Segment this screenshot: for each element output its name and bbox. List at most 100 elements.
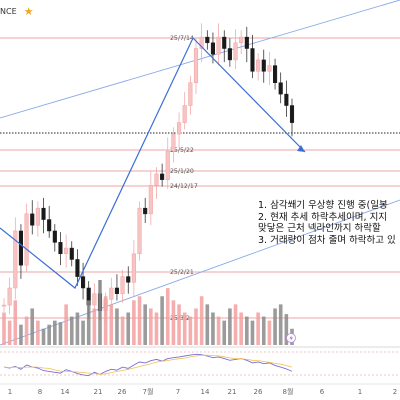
volume-bar bbox=[205, 304, 210, 345]
candle-body bbox=[69, 247, 74, 260]
candle-body bbox=[188, 82, 193, 106]
volume-bar bbox=[256, 312, 260, 345]
candle-body bbox=[256, 59, 261, 72]
volume-bar bbox=[47, 324, 51, 345]
volume-bar bbox=[261, 316, 266, 345]
volume-bar bbox=[216, 316, 221, 345]
candle-body bbox=[205, 36, 210, 44]
x-tick-label: 6 bbox=[320, 388, 325, 396]
candle-body bbox=[222, 36, 227, 49]
level-label: 25/7/14 bbox=[170, 35, 194, 42]
volume-bar bbox=[75, 312, 80, 345]
volume-bar bbox=[171, 300, 176, 345]
candle-body bbox=[182, 105, 187, 123]
candle-body bbox=[81, 276, 86, 289]
volume-bar bbox=[273, 308, 277, 345]
x-tick-label: 8월 bbox=[283, 387, 294, 396]
volume-bar bbox=[115, 308, 119, 345]
volume-bar bbox=[177, 304, 181, 345]
volume-bar bbox=[132, 300, 136, 345]
volume-bars bbox=[2, 280, 294, 345]
volume-bar bbox=[41, 328, 46, 345]
annotation-line-3: 맞닿은 근처 넥라인까지 하락할 bbox=[258, 223, 381, 234]
candle-body bbox=[284, 93, 289, 106]
candle-body bbox=[58, 242, 63, 255]
volume-bar bbox=[64, 304, 68, 345]
volume-bar bbox=[103, 296, 108, 345]
rsi-average-line bbox=[3, 354, 293, 375]
volume-bar bbox=[222, 320, 227, 345]
volume-bar bbox=[188, 316, 193, 345]
volume-bar bbox=[86, 300, 91, 345]
level-label: 24/12/17 bbox=[170, 183, 198, 190]
candle-body bbox=[261, 59, 266, 72]
volume-bar bbox=[109, 304, 114, 345]
volume-bar bbox=[58, 322, 63, 345]
volume-bar bbox=[137, 296, 142, 345]
volume-bar bbox=[182, 312, 187, 345]
candle-body bbox=[114, 287, 119, 294]
candle-body bbox=[273, 65, 278, 83]
annotation-line-2: 2. 현재 추세 하락추세이며, 지지 bbox=[258, 211, 388, 223]
x-tick-label: 21 bbox=[228, 388, 237, 396]
candle-body bbox=[177, 122, 182, 135]
x-tick-label: 1 bbox=[358, 388, 362, 396]
volume-bar bbox=[239, 312, 243, 345]
candle-body bbox=[143, 207, 148, 215]
candle-body bbox=[171, 133, 176, 152]
volume-bar bbox=[69, 316, 74, 345]
volume-bar bbox=[143, 304, 147, 345]
support-resistance-lines: 25/7/1425/5/2225/1/2024/12/1725/2/2125/3… bbox=[0, 35, 400, 322]
volume-bar bbox=[7, 320, 12, 345]
trendlines bbox=[0, 36, 306, 289]
channel-lines bbox=[0, 0, 400, 346]
rsi-panel bbox=[0, 333, 400, 377]
rsi-line bbox=[3, 353, 293, 377]
x-tick-label: 26 bbox=[118, 388, 127, 396]
x-tick-label: 14 bbox=[61, 388, 70, 396]
candle-body bbox=[165, 150, 170, 180]
candle-body bbox=[199, 36, 204, 49]
star-icon[interactable]: ★ bbox=[23, 4, 34, 18]
volume-bar bbox=[278, 304, 283, 345]
x-axis: 1 8 14 21 26 7월 7 14 21 26 8월 6 1 2 bbox=[0, 383, 400, 396]
volume-bar bbox=[211, 312, 215, 345]
volume-bar bbox=[245, 316, 249, 345]
x-tick-label: 7 bbox=[176, 388, 180, 396]
volume-bar bbox=[194, 308, 198, 345]
volume-bar bbox=[160, 296, 164, 345]
x-tick-label: 7월 bbox=[143, 387, 154, 396]
arrow-head bbox=[297, 145, 305, 152]
level-label: 25/5/22 bbox=[170, 147, 194, 154]
x-tick-label: 8 bbox=[38, 388, 42, 396]
candle-body bbox=[126, 276, 131, 283]
candle-body bbox=[154, 173, 159, 186]
level-label: 25/1/20 bbox=[170, 168, 194, 175]
candle-body bbox=[239, 36, 244, 44]
volume-bar bbox=[36, 320, 40, 345]
volume-bar bbox=[250, 320, 255, 345]
volume-bar bbox=[154, 312, 159, 345]
candle-body bbox=[267, 65, 272, 72]
x-tick-label: 26 bbox=[254, 388, 263, 396]
volume-bar bbox=[53, 320, 57, 345]
volume-bar bbox=[267, 320, 272, 345]
candle-body bbox=[278, 82, 283, 95]
swing-trendline bbox=[0, 36, 306, 289]
candle-body bbox=[289, 105, 295, 123]
candle-body bbox=[13, 230, 18, 289]
volume-bar bbox=[98, 280, 102, 345]
candle-body bbox=[148, 185, 153, 215]
volume-bar bbox=[92, 308, 97, 345]
x-tick-label: 1 bbox=[8, 388, 12, 396]
candle-body bbox=[250, 48, 255, 72]
candle-body bbox=[193, 48, 199, 83]
candle-body bbox=[52, 230, 57, 243]
lightning-icon-glyph bbox=[289, 335, 293, 342]
x-tick-label: 2 bbox=[393, 388, 397, 396]
volume-bar bbox=[24, 316, 29, 345]
candle-body bbox=[64, 247, 69, 255]
volume-bar bbox=[13, 300, 18, 345]
volume-bar bbox=[19, 324, 23, 345]
